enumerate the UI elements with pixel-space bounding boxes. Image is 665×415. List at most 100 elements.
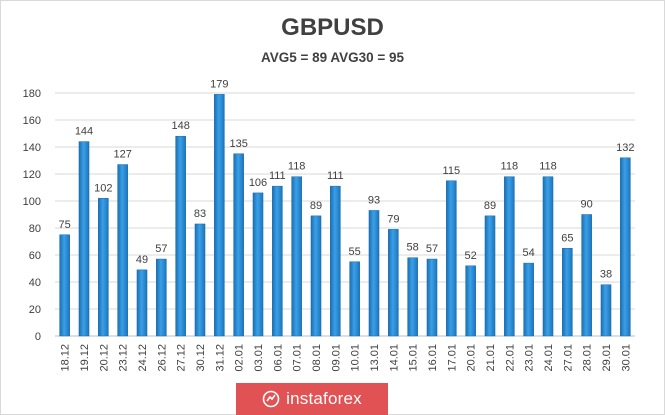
data-label: 49 <box>136 254 148 266</box>
x-axis-ticks: 18.12 19.12 20.12 23.12 24.12 26.12 27.12 30.12… <box>60 344 633 372</box>
x-tick-label: 26.12 <box>156 344 168 372</box>
data-label: 58 <box>407 242 419 254</box>
x-tick-label: 13.01 <box>369 344 381 372</box>
y-axis-ticks: 0 20 40 60 80 100 120 140 160 180 <box>23 88 41 343</box>
data-label: 118 <box>288 161 306 173</box>
instaforex-logo-icon <box>262 390 280 408</box>
bar <box>620 157 631 337</box>
data-label: 118 <box>539 161 557 173</box>
data-label: 111 <box>327 170 344 182</box>
bar <box>233 153 244 337</box>
x-tick-label: 27.12 <box>176 344 188 372</box>
data-label: 57 <box>426 243 438 255</box>
data-label: 55 <box>349 246 361 258</box>
bar <box>446 180 457 337</box>
data-label: 144 <box>75 126 93 138</box>
x-tick-label: 09.01 <box>330 344 342 372</box>
bar <box>78 141 90 337</box>
data-label: 89 <box>310 200 322 212</box>
bar <box>368 210 380 337</box>
watermark-badge: instaforex <box>236 383 388 415</box>
data-label: 115 <box>443 165 461 177</box>
data-label: 179 <box>210 78 228 90</box>
x-tick-label: 16.01 <box>427 344 439 372</box>
x-tick-label: 02.01 <box>234 344 246 372</box>
bar <box>156 258 167 337</box>
y-tick-label: 100 <box>23 196 41 208</box>
bar <box>330 185 341 337</box>
chart-subtitle: AVG5 = 89 AVG30 = 95 <box>260 50 405 65</box>
x-tick-label: 20.12 <box>98 344 110 372</box>
bar <box>465 265 476 337</box>
bar <box>252 192 264 337</box>
data-label: 111 <box>269 170 286 182</box>
y-tick-label: 60 <box>29 250 41 262</box>
data-label: 79 <box>387 213 399 225</box>
chart-title: GBPUSD <box>281 14 384 41</box>
bars <box>59 94 631 337</box>
data-label: 93 <box>368 194 380 206</box>
gridlines <box>55 92 635 337</box>
data-labels: 7514410212749571488317913510611111889111… <box>59 78 635 280</box>
bar <box>523 262 534 337</box>
bar <box>388 229 399 337</box>
bar <box>98 198 109 337</box>
bar <box>272 185 283 337</box>
x-tick-label: 10.01 <box>350 344 362 372</box>
data-label: 38 <box>600 269 612 281</box>
data-label: 118 <box>501 161 519 173</box>
bar <box>407 257 418 337</box>
bar <box>310 215 322 337</box>
x-tick-label: 30.12 <box>195 344 207 372</box>
y-tick-label: 160 <box>23 115 41 127</box>
x-tick-label: 03.01 <box>253 344 265 372</box>
data-label: 54 <box>523 247 535 259</box>
data-label: 83 <box>194 208 206 220</box>
data-label: 132 <box>616 142 634 154</box>
bar <box>117 164 128 337</box>
bar <box>542 176 554 337</box>
bar <box>214 94 225 337</box>
data-label: 65 <box>561 232 573 244</box>
data-label: 57 <box>155 243 167 255</box>
x-tick-label: 14.01 <box>388 344 400 372</box>
x-tick-label: 08.01 <box>311 344 323 372</box>
bar <box>504 176 515 337</box>
x-tick-label: 06.01 <box>272 344 284 372</box>
x-tick-label: 07.01 <box>292 344 304 372</box>
data-label: 135 <box>229 138 247 150</box>
data-label: 106 <box>249 177 267 189</box>
x-tick-label: 24.01 <box>543 344 555 372</box>
data-label: 52 <box>465 250 477 262</box>
bar <box>562 248 573 337</box>
x-tick-label: 22.01 <box>504 344 516 372</box>
x-tick-label: 23.01 <box>524 344 536 372</box>
y-tick-label: 0 <box>35 331 41 343</box>
x-tick-label: 23.12 <box>118 344 130 372</box>
y-tick-label: 20 <box>29 304 41 316</box>
x-tick-label: 15.01 <box>408 344 420 372</box>
y-tick-label: 40 <box>29 277 41 289</box>
y-tick-label: 180 <box>23 88 41 100</box>
bar <box>136 269 148 337</box>
bar <box>349 261 360 337</box>
data-label: 148 <box>171 120 189 132</box>
data-label: 90 <box>581 199 593 211</box>
y-tick-label: 80 <box>29 223 41 235</box>
bar <box>291 176 302 337</box>
x-tick-label: 31.12 <box>214 344 226 372</box>
bar <box>59 234 70 337</box>
x-tick-label: 18.12 <box>60 344 72 372</box>
data-label: 75 <box>59 219 71 231</box>
bar <box>175 135 186 337</box>
bar <box>600 284 612 337</box>
x-tick-label: 30.01 <box>620 344 632 372</box>
y-tick-label: 120 <box>23 169 41 181</box>
data-label: 127 <box>113 149 131 161</box>
data-label: 102 <box>94 182 112 194</box>
bar <box>484 215 496 337</box>
x-tick-label: 21.01 <box>485 344 497 372</box>
x-tick-label: 24.12 <box>137 344 149 372</box>
x-tick-label: 28.01 <box>582 344 594 372</box>
